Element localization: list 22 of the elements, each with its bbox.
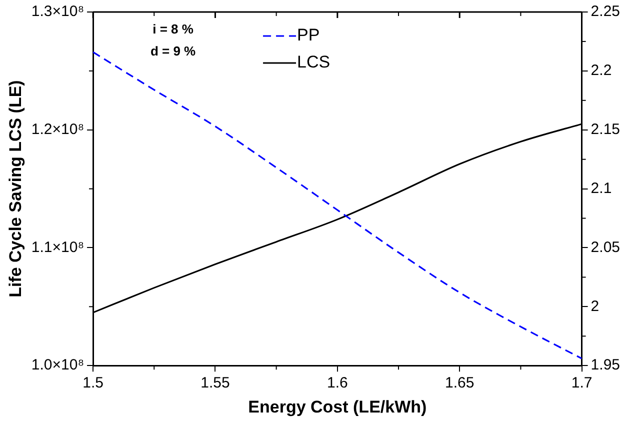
y-tick-label: 1.2×10⁸: [31, 121, 84, 138]
y2-tick-label: 2.1: [590, 180, 612, 197]
x-axis-title: Energy Cost (LE/kWh): [248, 397, 427, 416]
y-tick-label: 1.1×10⁸: [31, 238, 84, 256]
x-tick-label: 1.65: [445, 374, 474, 392]
y-axis-title: Life Cycle Saving LCS (LE): [6, 80, 25, 298]
y-tick-label: 1.0×10⁸: [31, 356, 84, 374]
x-tick-label: 1.7: [571, 374, 592, 392]
x-tick-label: 1.5: [82, 374, 104, 392]
legend-label: PP: [297, 26, 320, 45]
annotation: d = 9 %: [150, 44, 196, 59]
annotation: i = 8 %: [152, 22, 194, 37]
y2-tick-label: 2: [590, 298, 600, 315]
y2-tick-label: 2.25: [590, 3, 620, 20]
x-tick-label: 1.55: [200, 374, 230, 392]
y2-tick-label: 2.05: [590, 238, 620, 256]
y2-tick-label: 2.2: [590, 62, 612, 80]
y2-tick-label: 1.95: [590, 356, 620, 374]
legend-label: LCS: [297, 52, 330, 72]
y-tick-label: 1.3×10⁸: [31, 3, 84, 20]
y2-tick-label: 2.15: [590, 121, 620, 138]
x-tick-label: 1.6: [326, 374, 348, 392]
